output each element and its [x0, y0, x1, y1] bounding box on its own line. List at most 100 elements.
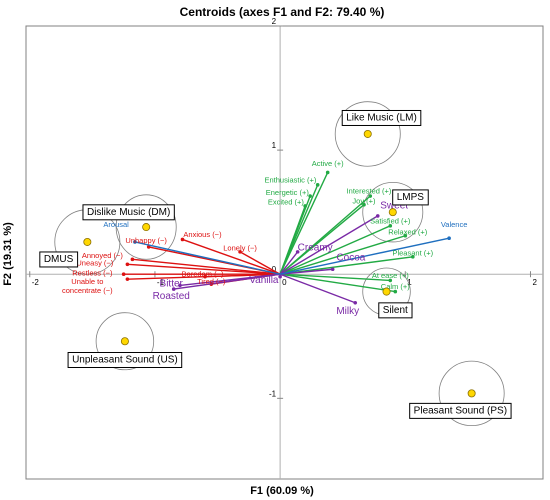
vector-tip-annoyed — [130, 257, 135, 262]
vector-tip-enthusiastic — [315, 183, 320, 187]
vector-pleasant — [280, 256, 413, 275]
vector-excited — [279, 205, 306, 275]
vector-milky — [279, 273, 356, 304]
centroid-label-lmps: LMPS — [397, 192, 425, 203]
centroid-point-unpleasant-sound-us — [120, 337, 129, 346]
vector-label-excited: Excited (+) — [268, 198, 305, 207]
centroid-label-box-unpleasant-sound-us: Unpleasant Sound (US) — [67, 351, 183, 368]
vector-tip-valence — [447, 236, 451, 241]
vector-label-milky: Milky — [336, 306, 359, 317]
vector-roasted — [173, 273, 281, 290]
vector-label-valence: Valence — [441, 220, 468, 229]
vector-label-unable-to-concentrate: Unable to concentrate (−) — [62, 277, 113, 295]
vector-tip-pleasant — [411, 255, 415, 259]
centroid-ring-unpleasant-sound-us — [95, 312, 155, 371]
vector-sweet — [279, 215, 379, 275]
vector-label-annoyed: Annoyed (−) — [82, 251, 124, 260]
vector-tip-relaxed — [403, 233, 408, 238]
vector-tip-boredom — [203, 274, 207, 279]
vector-tip-satisfied — [388, 224, 393, 228]
centroid-label-box-lmps: LMPS — [392, 189, 429, 206]
vector-label-lonely: Lonely (−) — [223, 244, 257, 253]
vector-uneasy — [127, 263, 281, 275]
centroid-point-like-music-lm — [363, 129, 372, 138]
centroid-label-dmus: DMUS — [44, 254, 74, 265]
vector-label-enthusiastic: Enthusiastic (+) — [265, 175, 317, 184]
vector-tip-anxious — [180, 237, 185, 242]
vector-label-arousal: Arousal — [103, 220, 129, 229]
vector-tip-interested — [368, 194, 373, 198]
vector-boredom — [204, 273, 281, 278]
centroid-label-box-like-music-lm: Like Music (LM) — [341, 109, 422, 126]
vector-tip-energetic — [308, 194, 312, 198]
vector-label-bitter: Bitter — [160, 279, 184, 290]
x-tick-label: 1 — [407, 278, 412, 287]
vector-label-energetic: Energetic (+) — [266, 188, 310, 197]
vector-label-joy: Joy (+) — [352, 196, 376, 205]
centroid-label-frame-lmps — [392, 189, 429, 206]
vector-tip-creamy — [295, 250, 300, 254]
vector-anxious — [182, 238, 281, 275]
vector-label-roasted: Roasted — [153, 291, 190, 302]
centroid-label-dislike-music-dm: Dislike Music (DM) — [87, 207, 170, 218]
series-sensory-attributes — [171, 214, 380, 305]
vector-joy — [279, 204, 365, 275]
series-emotions-positive — [279, 170, 415, 294]
vector-tip-at-ease — [388, 278, 393, 283]
vector-tip-uneasy — [125, 262, 130, 267]
vector-valence — [279, 237, 450, 275]
centroid-label-unpleasant-sound-us: Unpleasant Sound (US) — [72, 354, 178, 365]
plot-frame — [25, 25, 544, 480]
chart-title: Centroids (axes F1 and F2: 79.40 %) — [180, 5, 385, 19]
vector-tip-restless — [121, 272, 126, 277]
vector-calm — [280, 273, 396, 293]
vector-tip-lonely — [238, 250, 242, 254]
vector-tip-vanilla — [278, 274, 282, 279]
vector-active — [279, 172, 329, 275]
vector-annoyed — [132, 258, 281, 275]
centroid-label-box-pleasant-sound-ps: Pleasant Sound (PS) — [409, 402, 512, 419]
vector-tip-roasted — [171, 287, 176, 291]
vector-tip-milky — [353, 300, 358, 305]
vector-label-satisfied: Satisfied (+) — [370, 216, 411, 225]
vector-label-calm: Calm (+) — [381, 282, 410, 291]
vector-label-at-ease: At ease (+) — [372, 271, 409, 280]
vector-arousal — [134, 241, 281, 275]
vector-label-anxious: Anxious (−) — [183, 230, 222, 239]
centroid-label-frame-silent — [378, 302, 413, 319]
vector-tip-unable-to-concentrate — [125, 277, 130, 281]
centroid-label-box-dislike-music-dm: Dislike Music (DM) — [82, 204, 175, 221]
vector-label-creamy: Creamy — [298, 243, 333, 254]
centroid-label-frame-pleasant-sound-ps — [409, 402, 512, 419]
plot-area: -2 -1 0 1 2 -1 0 1 2 Active (+) Enthusiastic (+) En… — [25, 17, 544, 480]
vector-tip-bitter — [178, 283, 182, 288]
vector-label-boredom: Boredom (−) — [182, 270, 224, 279]
vector-label-unhappy: Unhappy (−) — [125, 236, 167, 245]
centroid-label-box-dmus: DMUS — [39, 251, 79, 268]
vector-tip-sweet — [375, 214, 380, 218]
centroid-label-frame-dislike-music-dm — [82, 204, 175, 221]
centroid-ring-like-music-lm — [334, 101, 401, 167]
vector-label-interested: Interested (+) — [347, 187, 392, 196]
y-tick-label: 1 — [272, 141, 277, 150]
centroid-label-silent: Silent — [383, 305, 408, 316]
centroid-point-dmus — [83, 237, 92, 246]
centroid-label-box-silent: Silent — [378, 302, 413, 319]
centroid-ring-lmps — [362, 181, 424, 243]
vector-label-sweet: Sweet — [380, 200, 408, 211]
vector-label-restless: Restless (−) — [72, 268, 113, 277]
centroid-label-frame-unpleasant-sound-us — [67, 351, 183, 368]
vector-creamy — [279, 251, 299, 275]
series-other-dimensions — [133, 236, 451, 275]
x-tick-label: 0 — [282, 278, 287, 287]
x-tick-label: 2 — [532, 278, 537, 287]
x-tick-label: -1 — [157, 278, 165, 287]
x-tick-label: -2 — [32, 278, 40, 287]
vector-label-tired: Tired (−) — [197, 277, 226, 286]
y-axis-title: F2 (19.31 %) — [2, 222, 14, 286]
vector-tip-calm — [393, 289, 398, 294]
centroid-ring-pleasant-sound-ps — [438, 360, 505, 427]
centroid-label-pleasant-sound-ps: Pleasant Sound (PS) — [414, 405, 507, 416]
centroid-point-lmps — [388, 208, 397, 217]
